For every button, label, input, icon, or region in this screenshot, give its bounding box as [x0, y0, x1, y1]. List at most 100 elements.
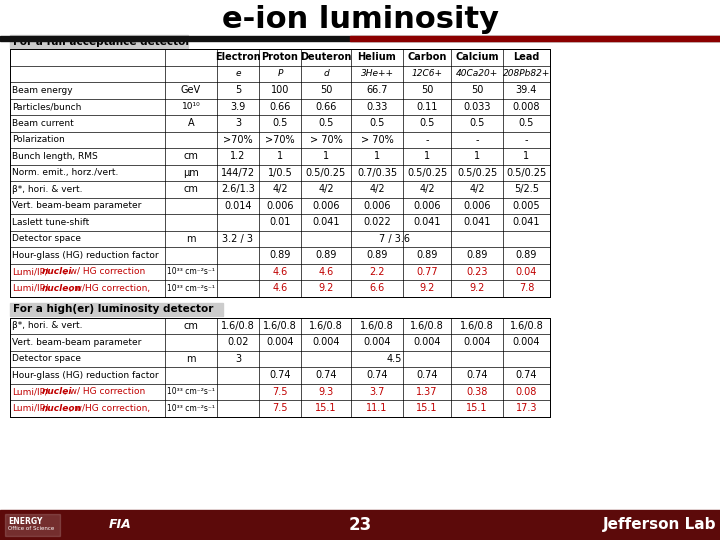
Text: 0.022: 0.022 [363, 217, 391, 227]
Text: 0.5: 0.5 [369, 118, 384, 128]
Text: 0.5: 0.5 [469, 118, 485, 128]
Text: 1.6/0.8: 1.6/0.8 [410, 321, 444, 330]
Text: Bunch length, RMS: Bunch length, RMS [12, 152, 98, 161]
Text: A: A [188, 118, 194, 128]
Text: 0.7/0.35: 0.7/0.35 [357, 168, 397, 178]
Text: 1: 1 [323, 151, 329, 161]
Text: 10¹⁰: 10¹⁰ [181, 102, 200, 111]
Text: 39.4: 39.4 [516, 85, 537, 95]
Text: 0.77: 0.77 [416, 267, 438, 276]
Text: 0.74: 0.74 [467, 370, 487, 380]
Text: 0.74: 0.74 [516, 370, 537, 380]
Text: 1.6/0.8: 1.6/0.8 [360, 321, 394, 330]
Text: 0.004: 0.004 [266, 338, 294, 347]
Text: 1.6/0.8: 1.6/0.8 [460, 321, 494, 330]
Text: nucleon: nucleon [42, 404, 82, 413]
Text: 1.6/0.8: 1.6/0.8 [510, 321, 544, 330]
Text: μm: μm [183, 168, 199, 178]
Text: 15.1: 15.1 [315, 403, 337, 413]
Text: 1.6/0.8: 1.6/0.8 [263, 321, 297, 330]
Text: nuclei: nuclei [42, 387, 73, 396]
Text: cm: cm [184, 184, 199, 194]
Bar [10, 35, 188, 48]
Text: 0.74: 0.74 [315, 370, 337, 380]
Text: cm: cm [184, 151, 199, 161]
Text: 1: 1 [374, 151, 380, 161]
Text: Office of Science: Office of Science [8, 525, 54, 530]
Text: P: P [277, 69, 283, 78]
Text: 10³³ cm⁻²s⁻¹: 10³³ cm⁻²s⁻¹ [167, 284, 215, 293]
Text: 0.041: 0.041 [513, 217, 540, 227]
Text: 1.6/0.8: 1.6/0.8 [221, 321, 255, 330]
Text: 0.04: 0.04 [516, 267, 537, 276]
Text: Lumi/IP/: Lumi/IP/ [12, 387, 48, 396]
Text: 0.5/0.25: 0.5/0.25 [306, 168, 346, 178]
Text: >70%: >70% [223, 135, 253, 145]
Text: 0.66: 0.66 [269, 102, 291, 112]
Text: 2.6/1.3: 2.6/1.3 [221, 184, 255, 194]
Text: 7.8: 7.8 [519, 284, 534, 293]
Text: Carbon: Carbon [408, 52, 446, 62]
Text: 4.6: 4.6 [272, 267, 287, 276]
Text: Laslett tune-shift: Laslett tune-shift [12, 218, 89, 227]
Text: Polarization: Polarization [12, 135, 65, 144]
Bar [0, 510, 720, 540]
Text: Lumi/IP/: Lumi/IP/ [12, 284, 48, 293]
Text: Lead: Lead [513, 52, 540, 62]
Text: 17.3: 17.3 [516, 403, 537, 413]
Text: 2.2: 2.2 [369, 267, 384, 276]
Text: > 70%: > 70% [361, 135, 393, 145]
Text: >70%: >70% [265, 135, 294, 145]
Text: 0.041: 0.041 [312, 217, 340, 227]
Text: 15.1: 15.1 [467, 403, 487, 413]
Text: Beam energy: Beam energy [12, 86, 73, 94]
Text: 0.004: 0.004 [364, 338, 391, 347]
Text: 0.74: 0.74 [366, 370, 388, 380]
Text: 1.6/0.8: 1.6/0.8 [309, 321, 343, 330]
Text: 0.74: 0.74 [269, 370, 291, 380]
Text: 0.38: 0.38 [467, 387, 487, 397]
Text: 1: 1 [474, 151, 480, 161]
Text: -: - [525, 135, 528, 145]
Text: 7.5: 7.5 [272, 387, 288, 397]
Text: e-ion luminosity: e-ion luminosity [222, 5, 498, 35]
Text: 0.02: 0.02 [228, 338, 248, 347]
Text: nucleon: nucleon [42, 284, 82, 293]
Text: 0.004: 0.004 [463, 338, 491, 347]
Text: 100: 100 [271, 85, 289, 95]
Text: 0.014: 0.014 [224, 201, 252, 211]
Text: Detector space: Detector space [12, 354, 81, 363]
Text: 1: 1 [523, 151, 530, 161]
Text: 0.041: 0.041 [463, 217, 491, 227]
Text: For a high(er) luminosity detector: For a high(er) luminosity detector [13, 303, 213, 314]
Bar [10, 318, 550, 416]
Text: 0.23: 0.23 [467, 267, 487, 276]
Text: 12C6+: 12C6+ [412, 69, 443, 78]
Text: 0.08: 0.08 [516, 387, 537, 397]
Text: 0.004: 0.004 [513, 338, 540, 347]
Text: 0.89: 0.89 [416, 250, 438, 260]
Text: cm: cm [184, 321, 199, 330]
Text: GeV: GeV [181, 85, 201, 95]
Text: , w/ HG correction: , w/ HG correction [64, 267, 145, 276]
Text: Lumi/IP/: Lumi/IP/ [12, 404, 48, 413]
Text: 15.1: 15.1 [416, 403, 438, 413]
Text: Electron: Electron [215, 52, 261, 62]
Text: 11.1: 11.1 [366, 403, 387, 413]
Text: 4.6: 4.6 [272, 284, 287, 293]
Text: 3: 3 [235, 354, 241, 364]
Text: 4.5: 4.5 [387, 354, 402, 364]
Text: 66.7: 66.7 [366, 85, 388, 95]
Text: 0.041: 0.041 [413, 217, 441, 227]
Text: 3.7: 3.7 [369, 387, 384, 397]
Text: d: d [323, 69, 329, 78]
Text: 1.2: 1.2 [230, 151, 246, 161]
Text: ENERGY: ENERGY [8, 516, 42, 525]
Text: 4/2: 4/2 [469, 184, 485, 194]
Text: 0.005: 0.005 [513, 201, 540, 211]
Text: 1/0.5: 1/0.5 [268, 168, 292, 178]
Text: , w/ HG correction: , w/ HG correction [64, 387, 145, 396]
Text: 40Ca20+: 40Ca20+ [456, 69, 498, 78]
Text: Norm. emit., horz./vert.: Norm. emit., horz./vert. [12, 168, 118, 177]
Text: 0.89: 0.89 [269, 250, 291, 260]
